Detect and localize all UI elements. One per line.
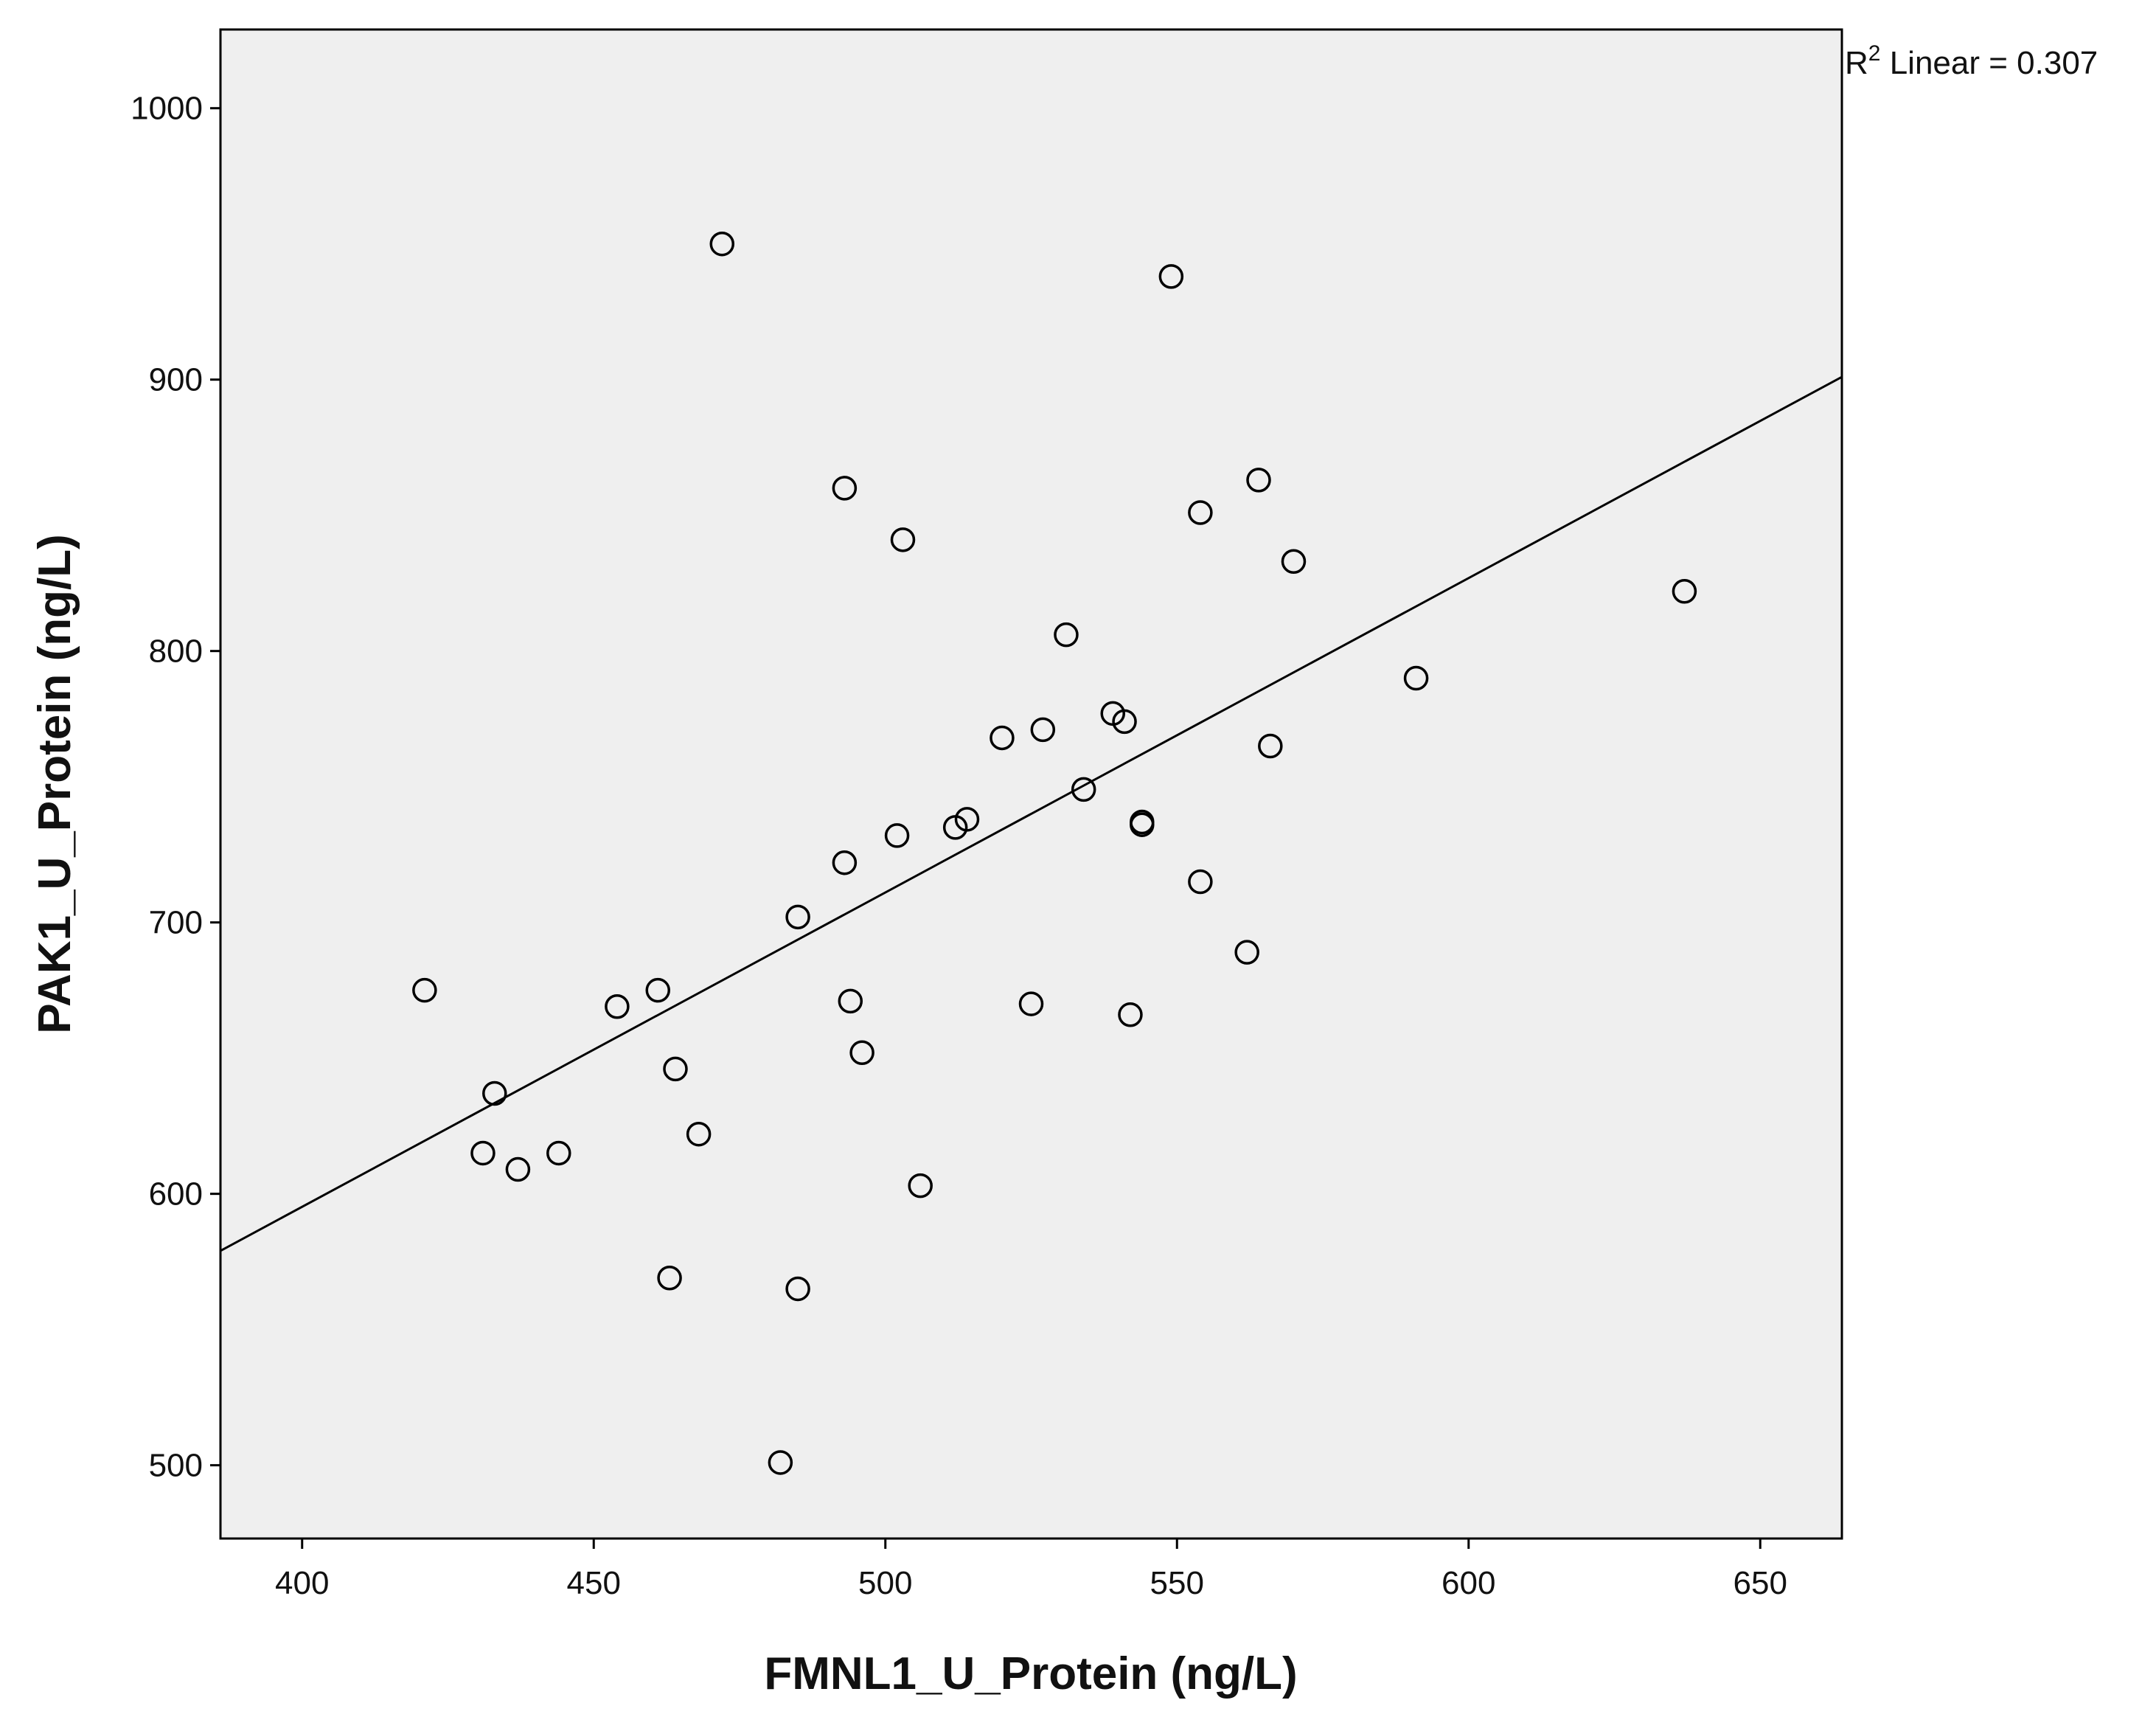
data-point	[470, 1140, 495, 1166]
x-tick-label: 650	[1734, 1565, 1787, 1601]
y-tick-label: 1000	[131, 91, 203, 127]
x-tick-label: 400	[275, 1565, 329, 1601]
y-tick-label: 800	[149, 634, 203, 670]
data-point	[1188, 869, 1213, 895]
data-point	[1018, 991, 1044, 1016]
x-axis-title: FMNL1_U_Protein (ng/L)	[764, 1648, 1297, 1699]
data-point	[1403, 665, 1429, 691]
r2-value: Linear = 0.307	[1880, 45, 2098, 81]
data-point	[709, 231, 735, 257]
data-point	[657, 1265, 682, 1291]
data-point	[1118, 1002, 1143, 1027]
data-point	[832, 850, 858, 875]
data-point	[1030, 717, 1056, 743]
data-point	[1158, 264, 1184, 289]
data-point	[482, 1081, 507, 1106]
data-point	[686, 1121, 712, 1147]
data-point	[1234, 940, 1259, 965]
data-point	[663, 1056, 688, 1082]
data-point	[1071, 777, 1096, 802]
data-point	[605, 993, 630, 1019]
data-point	[890, 527, 916, 552]
data-point	[990, 725, 1015, 751]
y-tick-label: 900	[149, 362, 203, 398]
data-point	[785, 1276, 810, 1302]
y-tick-label: 600	[149, 1176, 203, 1213]
data-point	[1672, 578, 1697, 604]
data-point	[546, 1140, 571, 1166]
data-points	[412, 231, 1697, 1475]
data-point	[908, 1173, 933, 1199]
y-axis-title: PAK1_U_Protein (ng/L)	[29, 534, 80, 1033]
data-point	[1112, 709, 1137, 735]
x-tick-label: 500	[858, 1565, 912, 1601]
r2-annotation: R2 Linear = 0.307	[1845, 41, 2098, 81]
r2-prefix: R	[1845, 45, 1868, 81]
data-point	[1246, 468, 1271, 493]
data-point	[768, 1450, 793, 1475]
data-point	[1130, 809, 1155, 835]
linear-fit-line	[220, 375, 1843, 1252]
data-point	[645, 977, 671, 1003]
data-point	[1188, 500, 1213, 525]
data-point	[884, 823, 910, 848]
x-tick-label: 550	[1150, 1565, 1204, 1601]
data-point	[785, 904, 810, 930]
data-point	[412, 977, 437, 1003]
y-axis-ticks: 500 600 700 800 900 1000	[131, 91, 220, 1484]
plot-area	[219, 28, 1843, 1540]
x-axis-ticks: 400 450 500 550 600 650	[275, 1539, 1787, 1601]
y-tick-label: 500	[149, 1448, 203, 1484]
data-point	[832, 476, 858, 501]
data-point	[1258, 733, 1283, 759]
x-tick-label: 600	[1442, 1565, 1495, 1601]
data-point	[838, 988, 863, 1014]
data-point	[1281, 549, 1307, 575]
data-point	[505, 1156, 531, 1182]
x-tick-label: 450	[567, 1565, 621, 1601]
r2-superscript: 2	[1868, 41, 1881, 66]
y-tick-label: 700	[149, 905, 203, 941]
data-point	[1054, 622, 1079, 648]
data-point	[954, 807, 980, 832]
data-point	[849, 1040, 874, 1066]
